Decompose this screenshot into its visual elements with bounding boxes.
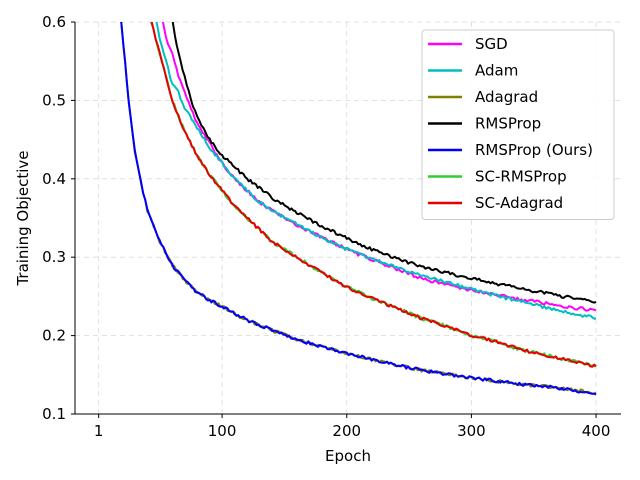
series-lines <box>120 22 597 396</box>
y-axis-title: Training Objective <box>14 150 32 286</box>
y-tick-label: 0.3 <box>42 248 66 266</box>
series-line-adam <box>155 22 597 320</box>
y-tick-label: 0.2 <box>42 327 66 345</box>
x-tick-label: 100 <box>208 422 237 440</box>
y-tick-label: 0.6 <box>42 13 66 31</box>
legend-label-adagrad: Adagrad <box>475 88 538 106</box>
legend-box <box>421 29 615 220</box>
series-line-rmsprop <box>171 22 597 304</box>
x-tick-label: 1 <box>94 422 104 440</box>
x-tick-label: 200 <box>332 422 361 440</box>
legend-label-sc-rmsprop: SC-RMSProp <box>475 168 567 186</box>
x-tick-label: 400 <box>582 422 611 440</box>
legend-label-rmsprop-ours: RMSProp (Ours) <box>475 141 593 159</box>
y-tick-label: 0.4 <box>42 170 66 188</box>
series-line-sc-adagrad <box>150 22 597 368</box>
legend: SGD Adam Adagrad RMSProp RMSProp (Ours) SC-RM… <box>421 29 615 220</box>
legend-label-rmsprop: RMSProp <box>475 115 541 133</box>
legend-label-adam: Adam <box>475 62 518 80</box>
legend-label-sgd: SGD <box>475 35 508 53</box>
y-tick-label: 0.1 <box>42 405 66 423</box>
x-axis-title: Epoch <box>325 447 371 465</box>
series-line-rmsprop-ours <box>120 22 597 396</box>
legend-label-sc-adagrad: SC-Adagrad <box>475 194 563 212</box>
tick-labels: 1 100 200 300 400 0.1 0.2 0.3 0.4 0.5 0.6 <box>42 13 610 440</box>
x-tick-label: 300 <box>457 422 486 440</box>
y-tick-label: 0.5 <box>42 91 66 109</box>
axes <box>71 21 621 418</box>
